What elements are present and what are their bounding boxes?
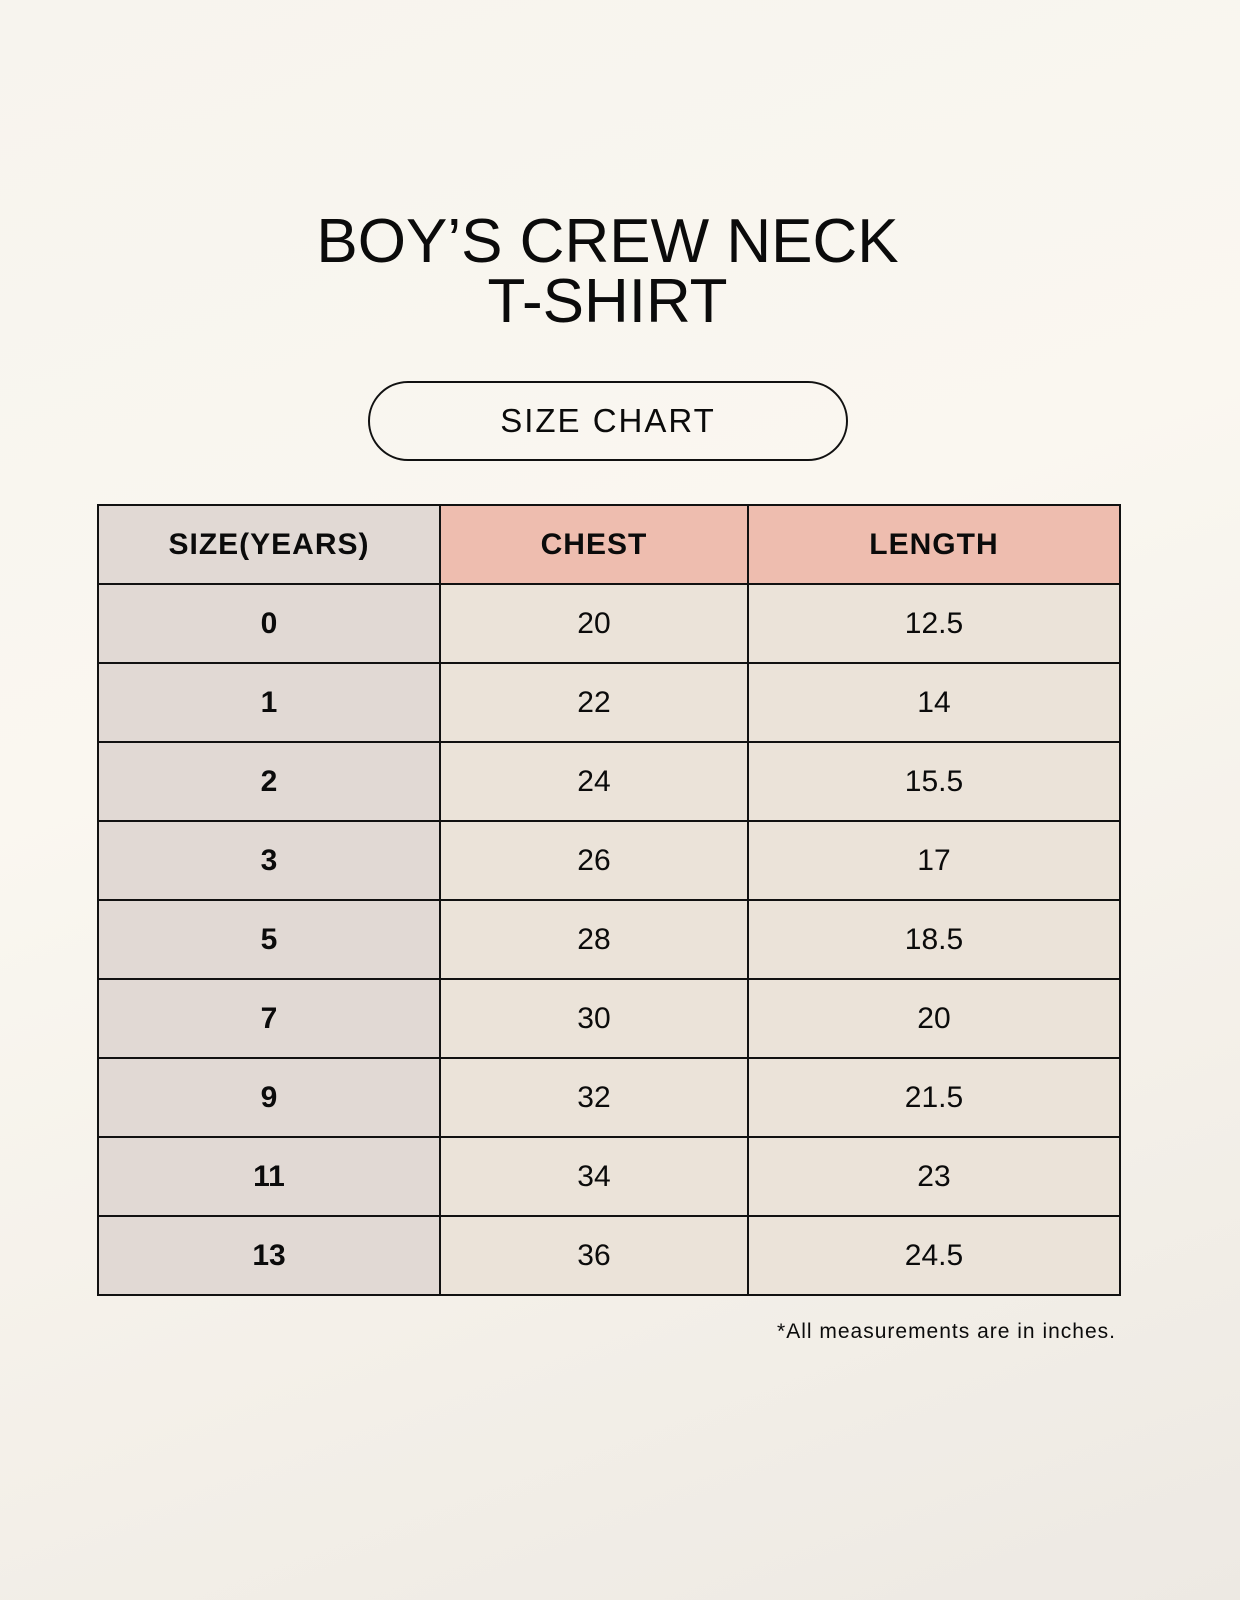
table-row: 3 26 17 bbox=[97, 820, 1122, 901]
table-row: 1 22 14 bbox=[97, 662, 1122, 743]
cell-chest: 32 bbox=[439, 1057, 749, 1138]
cell-chest: 34 bbox=[439, 1136, 749, 1217]
title-line-1: BOY’S CREW NECK bbox=[316, 207, 899, 276]
cell-size: 1 bbox=[97, 662, 441, 743]
cell-size: 5 bbox=[97, 899, 441, 980]
cell-length: 24.5 bbox=[746, 1215, 1122, 1296]
cell-length: 18.5 bbox=[746, 899, 1122, 980]
header-size: SIZE(YEARS) bbox=[97, 504, 441, 585]
cell-size: 3 bbox=[97, 820, 441, 901]
cell-size: 2 bbox=[97, 741, 441, 822]
cell-length: 15.5 bbox=[746, 741, 1122, 822]
table-row: 13 36 24.5 bbox=[97, 1215, 1122, 1296]
cell-length: 12.5 bbox=[746, 583, 1122, 664]
cell-size: 0 bbox=[97, 583, 441, 664]
cell-chest: 20 bbox=[439, 583, 749, 664]
cell-length: 20 bbox=[746, 978, 1122, 1059]
size-table: SIZE(YEARS) CHEST LENGTH 0 20 12.5 1 22 14 2 24… bbox=[97, 504, 1122, 1296]
header-chest: CHEST bbox=[439, 504, 749, 585]
cell-size: 7 bbox=[97, 978, 441, 1059]
cell-length: 23 bbox=[746, 1136, 1122, 1217]
cell-chest: 28 bbox=[439, 899, 749, 980]
cell-chest: 30 bbox=[439, 978, 749, 1059]
table-row: 7 30 20 bbox=[97, 978, 1122, 1059]
cell-chest: 26 bbox=[439, 820, 749, 901]
table-row: 5 28 18.5 bbox=[97, 899, 1122, 980]
cell-chest: 24 bbox=[439, 741, 749, 822]
cell-length: 17 bbox=[746, 820, 1122, 901]
cell-length: 21.5 bbox=[746, 1057, 1122, 1138]
cell-chest: 36 bbox=[439, 1215, 749, 1296]
title-line-2: T-SHIRT bbox=[487, 267, 728, 336]
cell-length: 14 bbox=[746, 662, 1122, 743]
measurement-note: *All measurements are in inches. bbox=[777, 1320, 1116, 1343]
cell-size: 11 bbox=[97, 1136, 441, 1217]
table-row: 11 34 23 bbox=[97, 1136, 1122, 1217]
cell-chest: 22 bbox=[439, 662, 749, 743]
cell-size: 9 bbox=[97, 1057, 441, 1138]
page-title: BOY’S CREW NECK T-SHIRT bbox=[0, 207, 1215, 336]
table-row: 9 32 21.5 bbox=[97, 1057, 1122, 1138]
size-chart-label: SIZE CHART bbox=[368, 381, 848, 461]
header-length: LENGTH bbox=[746, 504, 1122, 585]
cell-size: 13 bbox=[97, 1215, 441, 1296]
table-row: 2 24 15.5 bbox=[97, 741, 1122, 822]
table-header-row: SIZE(YEARS) CHEST LENGTH bbox=[97, 504, 1122, 585]
table-row: 0 20 12.5 bbox=[97, 583, 1122, 664]
